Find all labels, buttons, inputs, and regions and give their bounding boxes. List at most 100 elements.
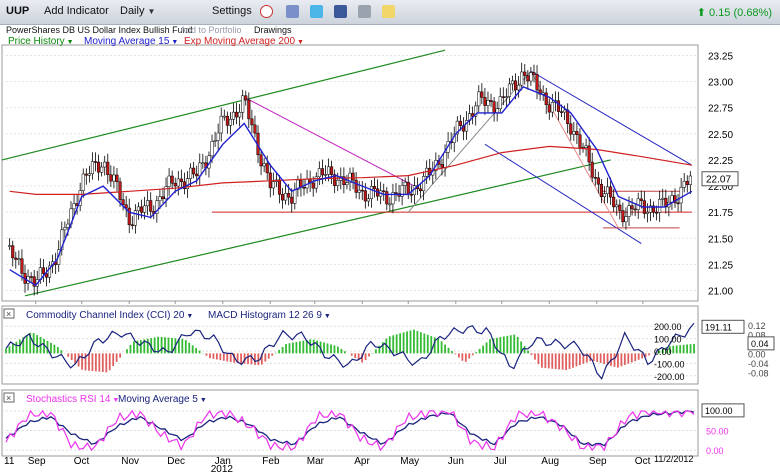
candle-body bbox=[520, 71, 524, 86]
macd-bar bbox=[101, 353, 104, 372]
candle-body bbox=[336, 180, 340, 186]
candle-body bbox=[409, 194, 413, 196]
macd-bar bbox=[271, 353, 274, 356]
candle-body bbox=[498, 96, 502, 110]
macd-bar bbox=[247, 353, 249, 365]
stoch-legend[interactable]: Stochastics RSI 14 ▼ bbox=[26, 394, 119, 405]
candle-body bbox=[323, 174, 328, 176]
add-indicator-label: Add Indicator bbox=[44, 5, 109, 17]
candle-body bbox=[44, 273, 49, 278]
macd-bar bbox=[637, 353, 640, 360]
macd-bar bbox=[171, 337, 173, 354]
x-tick-label: Feb bbox=[262, 456, 280, 467]
candle-body bbox=[20, 258, 24, 274]
drawings-link[interactable]: Drawings bbox=[254, 25, 292, 35]
candle-body bbox=[314, 176, 318, 189]
candle-body bbox=[244, 95, 248, 101]
macd-bar bbox=[648, 353, 650, 356]
candle-body bbox=[590, 161, 594, 178]
macd-bar bbox=[240, 353, 242, 364]
alarm-icon[interactable] bbox=[260, 5, 273, 18]
candle-body bbox=[504, 96, 508, 98]
candle-body bbox=[210, 141, 214, 157]
macd-bar bbox=[94, 353, 97, 372]
macd-bar bbox=[485, 342, 488, 354]
macd-bar bbox=[496, 337, 498, 354]
print-icon[interactable] bbox=[358, 5, 371, 18]
facebook-icon[interactable] bbox=[334, 5, 347, 18]
candle-body bbox=[253, 124, 257, 134]
macd-bar bbox=[143, 339, 146, 354]
macd-bar bbox=[582, 353, 585, 364]
stoch-ma-legend[interactable]: Moving Average 5 ▼ bbox=[118, 394, 207, 405]
candle-body bbox=[302, 187, 306, 189]
macd-bar bbox=[561, 353, 564, 370]
macd-bar bbox=[129, 345, 132, 354]
settings-button[interactable]: Settings bbox=[212, 5, 252, 17]
cci-close-icon[interactable] bbox=[3, 308, 15, 319]
candle-body bbox=[544, 92, 548, 105]
note-icon[interactable] bbox=[286, 5, 299, 18]
stoch-tick-label: 0.00 bbox=[706, 446, 724, 456]
macd-bar bbox=[115, 353, 118, 362]
macd-bar bbox=[672, 345, 675, 354]
candle-body bbox=[238, 111, 242, 118]
ema200-legend[interactable]: Exp Moving Average 200 ▼ bbox=[184, 36, 304, 47]
macd-bar bbox=[74, 353, 77, 364]
twitter-icon[interactable] bbox=[310, 5, 323, 18]
macd-bar bbox=[36, 335, 39, 354]
macd-bar bbox=[644, 353, 647, 357]
candle-body bbox=[477, 91, 481, 107]
macd-bar bbox=[108, 353, 111, 371]
cci-tick-label: -100.00 bbox=[654, 359, 685, 369]
cci-close-glyph: × bbox=[6, 309, 11, 319]
candle-body bbox=[394, 192, 398, 194]
macd-bar bbox=[53, 344, 56, 354]
candle-body bbox=[599, 183, 603, 198]
candle-body bbox=[280, 194, 285, 201]
candle-body bbox=[351, 172, 355, 181]
candle-body bbox=[406, 181, 410, 195]
y-tick-label: 22.00 bbox=[708, 182, 733, 193]
ma15-legend[interactable]: Moving Average 15 ▼ bbox=[84, 36, 178, 47]
add-to-portfolio-link[interactable]: Add to Portfolio bbox=[180, 25, 242, 35]
price-legend[interactable]: Price History ▼ bbox=[8, 36, 74, 47]
candle-body bbox=[630, 205, 634, 210]
macd-bar bbox=[454, 353, 457, 355]
macd-bar bbox=[399, 333, 402, 354]
candle-body bbox=[167, 175, 171, 187]
stoch-close-icon[interactable] bbox=[3, 392, 15, 403]
candle-body bbox=[618, 204, 622, 211]
candle-body bbox=[682, 181, 686, 188]
cci-legend[interactable]: Commodity Channel Index (CCI) 20 ▼ bbox=[26, 310, 193, 321]
cci-tick-label: -200.00 bbox=[654, 372, 685, 382]
candle-body bbox=[146, 200, 150, 207]
macd-legend[interactable]: MACD Histogram 12 26 9 ▼ bbox=[208, 310, 331, 321]
symbol-label[interactable]: UUP bbox=[6, 5, 30, 17]
candle-body bbox=[676, 202, 680, 205]
stoch-last-label: 100.00 bbox=[705, 406, 733, 416]
macd-bar bbox=[447, 347, 450, 354]
candle-body bbox=[179, 178, 183, 182]
macd-bar bbox=[527, 350, 529, 354]
x-tick-label: Dec bbox=[167, 456, 185, 467]
x-tick-label: Jun bbox=[448, 456, 464, 467]
candle-body bbox=[225, 115, 229, 126]
macd-bar bbox=[67, 353, 70, 357]
add-indicator-button[interactable]: Add Indicator bbox=[44, 5, 109, 17]
macd-bar bbox=[468, 353, 471, 359]
x-tick-label: Aug bbox=[541, 456, 559, 467]
x-tick-label: Sep bbox=[28, 456, 46, 467]
interval-dropdown[interactable]: Daily ▼ bbox=[120, 5, 155, 17]
macd-bar bbox=[381, 342, 384, 354]
macd-bar bbox=[292, 342, 294, 354]
macd-bar bbox=[198, 350, 201, 354]
macd-bar bbox=[419, 332, 422, 354]
candle-body bbox=[612, 196, 616, 208]
candle-body bbox=[372, 186, 377, 190]
candle-body bbox=[532, 72, 536, 75]
candle-body bbox=[127, 207, 131, 226]
chat-icon[interactable] bbox=[382, 5, 395, 18]
candle-body bbox=[560, 111, 564, 113]
